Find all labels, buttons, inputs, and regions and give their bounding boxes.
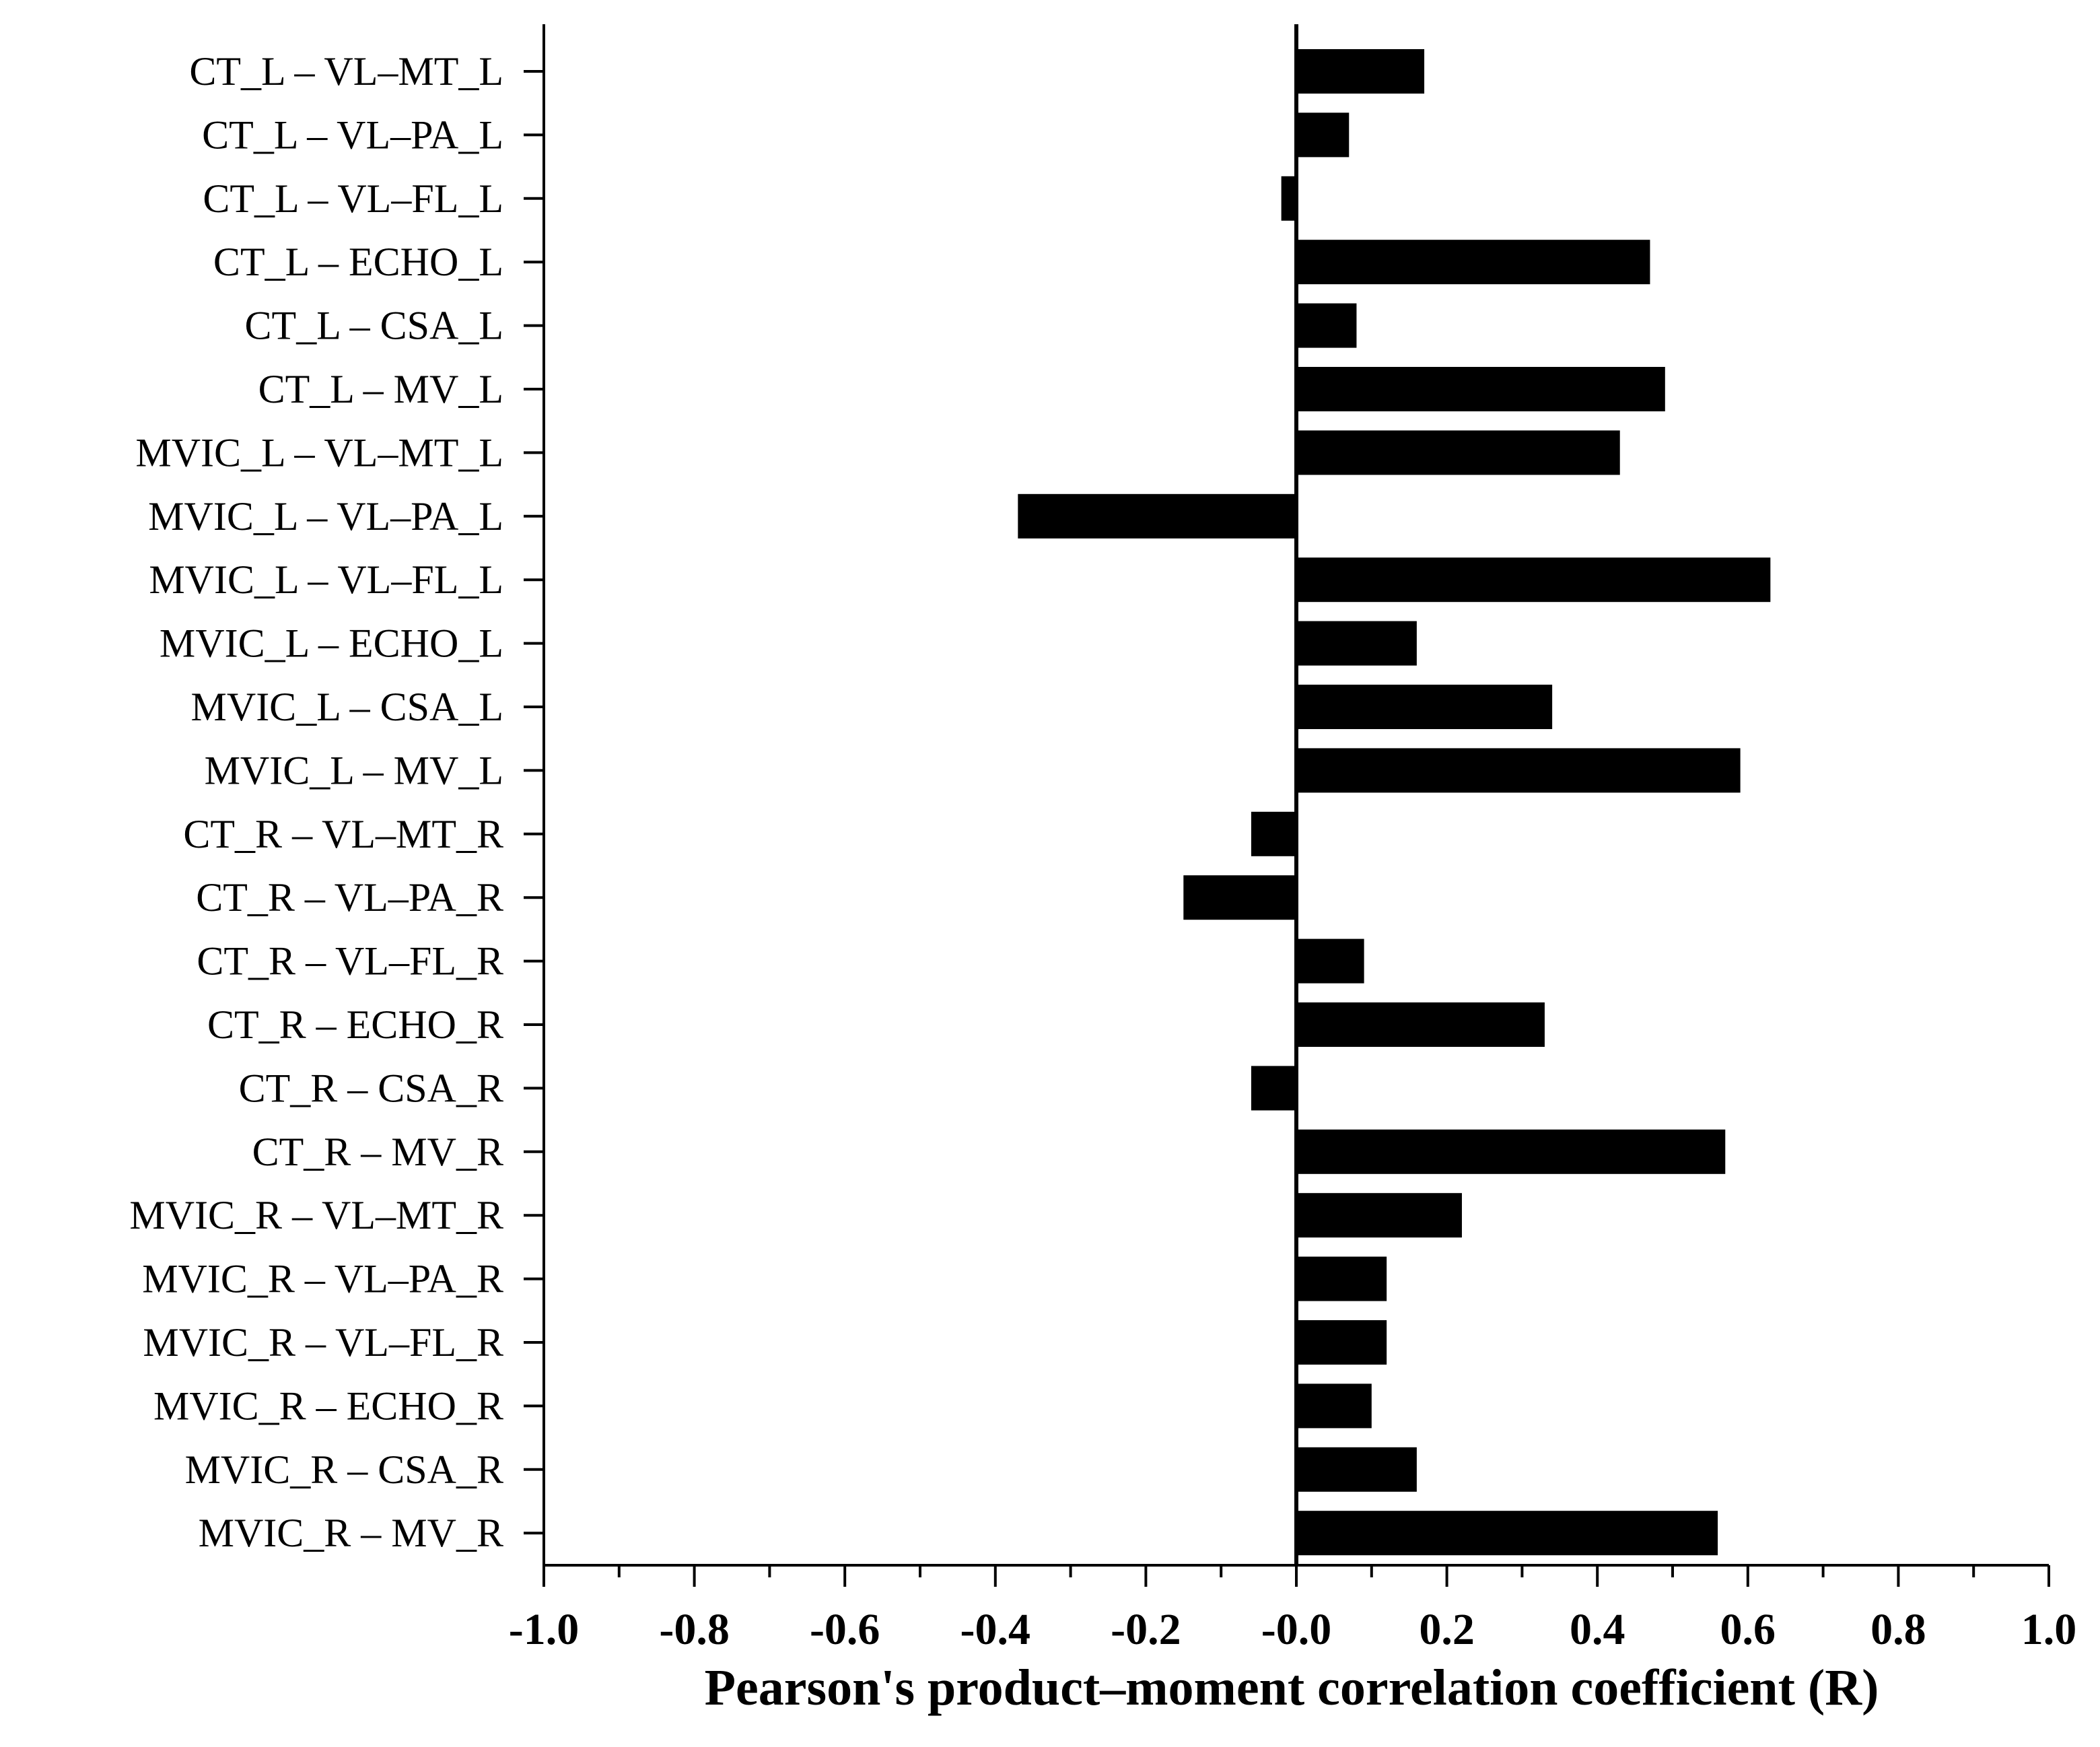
category-label: MVIC_L – CSA_L [191, 685, 503, 729]
category-label: CT_L – VL–PA_L [202, 112, 503, 157]
bar [1251, 1066, 1296, 1111]
x-tick-label: -0.8 [659, 1605, 729, 1654]
bar [1296, 1193, 1462, 1238]
bar [1296, 1511, 1718, 1556]
x-tick-label: 0.8 [1870, 1605, 1926, 1654]
x-tick-label: 1.0 [2021, 1605, 2077, 1654]
category-label: MVIC_L – VL–MT_L [135, 430, 503, 475]
x-tick-label: -1.0 [509, 1605, 579, 1654]
bar [1296, 1256, 1387, 1301]
bar [1296, 112, 1350, 158]
bar [1296, 1447, 1417, 1492]
x-tick-label: 0.6 [1720, 1605, 1776, 1654]
bar [1296, 685, 1553, 729]
category-label: CT_R – ECHO_R [207, 1002, 503, 1047]
category-label: MVIC_L – ECHO_L [160, 621, 503, 666]
x-tick-label: -0.2 [1111, 1605, 1181, 1654]
x-tick-label: -0.4 [960, 1605, 1030, 1654]
bar [1018, 493, 1296, 539]
category-label: MVIC_R – CSA_R [185, 1447, 503, 1492]
category-label: MVIC_R – MV_R [199, 1511, 503, 1555]
bar [1296, 430, 1620, 475]
bar [1296, 938, 1364, 984]
bar [1251, 811, 1296, 856]
bar [1296, 367, 1665, 411]
category-label: CT_R – VL–FL_R [197, 939, 503, 984]
x-tick-label: -0.0 [1261, 1605, 1331, 1654]
category-label: MVIC_R – VL–MT_R [129, 1193, 503, 1237]
category-label: MVIC_R – ECHO_R [153, 1383, 503, 1428]
bar [1296, 49, 1425, 94]
bar [1296, 557, 1771, 603]
bars-group [1018, 49, 1771, 1556]
bar [1183, 875, 1296, 920]
category-labels: CT_L – VL–MT_L CT_L – VL–PA_L CT_L – VL–FL… [129, 49, 503, 1555]
x-tick-label: -0.6 [810, 1605, 880, 1654]
bar [1296, 240, 1650, 285]
bar [1281, 176, 1296, 221]
x-tick-labels: -1.0 -0.8 -0.6 -0.4 -0.2 -0.0 0.2 0.4 0.6 0.8 1.0 [509, 1605, 2076, 1654]
category-label: CT_L – VL–FL_L [203, 176, 503, 221]
x-tick-label: 0.2 [1419, 1605, 1475, 1654]
category-label: CT_L – ECHO_L [213, 240, 503, 284]
bar [1296, 303, 1357, 348]
x-axis-title: Pearson's product–moment correlation coe… [705, 1659, 1879, 1716]
category-label: CT_R – CSA_R [239, 1066, 503, 1110]
axes-group [524, 24, 2050, 1587]
x-tick-label: 0.4 [1570, 1605, 1625, 1654]
category-label: CT_L – CSA_L [245, 304, 503, 348]
category-label: CT_L – VL–MT_L [189, 49, 503, 94]
bar [1296, 1002, 1545, 1047]
bar [1296, 1320, 1387, 1365]
category-label: MVIC_L – MV_L [205, 748, 503, 792]
category-label: CT_R – VL–PA_R [196, 875, 503, 920]
bar [1296, 1129, 1726, 1174]
category-label: MVIC_L – VL–PA_L [148, 494, 503, 539]
category-label: CT_R – MV_R [252, 1130, 503, 1174]
bar [1296, 621, 1417, 666]
category-label: MVIC_L – VL–FL_L [149, 557, 503, 602]
category-label: CT_L – MV_L [258, 367, 503, 411]
category-label: MVIC_R – VL–FL_R [143, 1320, 503, 1365]
bar [1296, 1383, 1372, 1429]
category-label: CT_R – VL–MT_R [183, 812, 503, 856]
category-label: MVIC_R – VL–PA_R [142, 1257, 503, 1301]
bar [1296, 748, 1741, 793]
